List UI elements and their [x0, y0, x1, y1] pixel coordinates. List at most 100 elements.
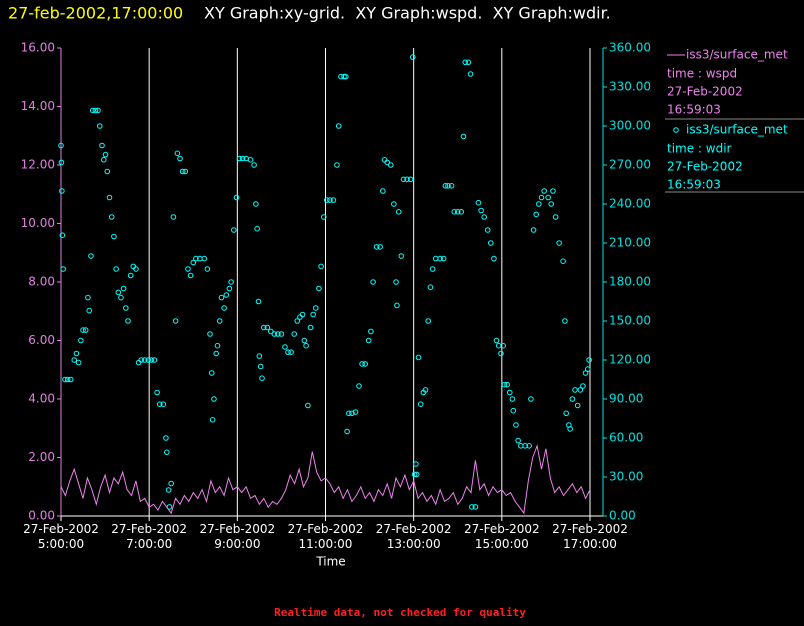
y2-tick-label: 60.00: [609, 431, 643, 445]
data-point: [102, 151, 109, 158]
data-point: [352, 409, 359, 415]
x-tick-label: 27-Feb-2002 7:00:00: [111, 522, 188, 551]
data-point: [154, 389, 160, 396]
data-point: [407, 176, 414, 183]
data-point: [560, 258, 566, 265]
data-point: [268, 328, 274, 335]
data-point: [59, 232, 66, 238]
legend-detail: 16:59:03: [667, 178, 721, 192]
y-tick-label: 16.00: [21, 41, 55, 55]
data-point: [310, 311, 316, 318]
y2-tick-label: 360.00: [609, 41, 651, 55]
data-point: [472, 504, 479, 510]
data-point: [100, 157, 107, 163]
data-point: [209, 417, 216, 423]
data-point: [478, 207, 484, 214]
data-point: [174, 150, 181, 157]
data-point: [394, 302, 400, 309]
data-point: [584, 366, 591, 372]
x-tick-label: 27-Feb-2002 17:00:00: [552, 522, 628, 551]
data-point: [221, 305, 227, 311]
data-point: [324, 197, 330, 203]
y2-tick-label: 30.00: [609, 470, 643, 484]
data-point: [335, 123, 342, 129]
data-point: [207, 331, 213, 337]
y2-tick-label: 0.00: [609, 509, 636, 523]
data-point: [318, 263, 324, 270]
y-tick-label: 2.00: [28, 450, 55, 464]
data-point: [303, 342, 309, 349]
timestamp: 27-feb-2002,17:00:00: [8, 4, 183, 23]
footer-note: Realtime data, not checked for quality: [274, 606, 526, 619]
data-point: [498, 350, 504, 357]
data-point: [504, 381, 510, 388]
data-point: [563, 410, 569, 417]
data-point: [256, 353, 263, 359]
y2-tick-label: 240.00: [609, 197, 651, 211]
data-point: [451, 209, 458, 215]
y2-tick-label: 90.00: [609, 392, 643, 406]
data-point: [190, 259, 197, 266]
data-point: [522, 443, 528, 449]
data-point: [187, 272, 194, 279]
x-tick-label: 27-Feb-2002 11:00:00: [287, 522, 364, 551]
data-point: [239, 155, 246, 162]
data-point: [95, 107, 101, 114]
data-point: [530, 227, 537, 233]
data-point: [75, 359, 82, 366]
data-point: [567, 426, 573, 432]
data-point: [78, 337, 84, 344]
data-point: [233, 194, 240, 201]
y-tick-label: 14.00: [21, 99, 55, 113]
y-tick-label: 4.00: [28, 392, 55, 406]
data-point: [96, 123, 103, 129]
data-point: [533, 211, 540, 218]
data-point: [182, 168, 189, 175]
data-point: [108, 214, 115, 220]
data-point: [60, 266, 67, 272]
data-point: [440, 255, 447, 262]
data-point: [373, 244, 380, 250]
data-point: [226, 285, 233, 292]
data-point: [86, 307, 93, 314]
data-point: [427, 284, 434, 291]
data-point: [380, 188, 386, 194]
data-point: [255, 298, 262, 305]
data-point: [204, 266, 211, 272]
data-point: [475, 199, 482, 206]
data-point: [469, 504, 475, 510]
data-point: [89, 107, 96, 114]
data-point: [465, 59, 472, 66]
data-point: [448, 183, 455, 189]
data-point: [545, 194, 551, 201]
data-point: [62, 376, 68, 383]
data-point: [104, 168, 111, 175]
legend-detail: time : wspd: [667, 67, 737, 81]
y-tick-label: 12.00: [21, 158, 55, 172]
data-point: [123, 305, 129, 311]
data-point: [506, 389, 513, 396]
data-point: [179, 168, 186, 175]
data-point: [484, 227, 491, 233]
data-point: [536, 201, 542, 207]
data-point: [291, 331, 298, 337]
data-point: [253, 201, 259, 207]
data-point: [349, 410, 355, 417]
data-point: [82, 327, 89, 333]
data-point: [359, 361, 365, 367]
data-point: [99, 142, 105, 149]
data-point: [365, 337, 372, 344]
data-point: [458, 209, 465, 215]
data-point: [586, 357, 592, 363]
data-point: [218, 294, 225, 301]
data-point: [398, 253, 405, 259]
data-point: [163, 435, 169, 441]
data-point: [580, 383, 586, 389]
data-point: [213, 350, 219, 357]
legend-detail: 27-Feb-2002: [667, 160, 743, 174]
legend-label: iss3/surface_met: [686, 48, 788, 62]
y-tick-label: 10.00: [21, 216, 55, 230]
data-point: [164, 449, 170, 456]
data-point: [445, 183, 451, 189]
